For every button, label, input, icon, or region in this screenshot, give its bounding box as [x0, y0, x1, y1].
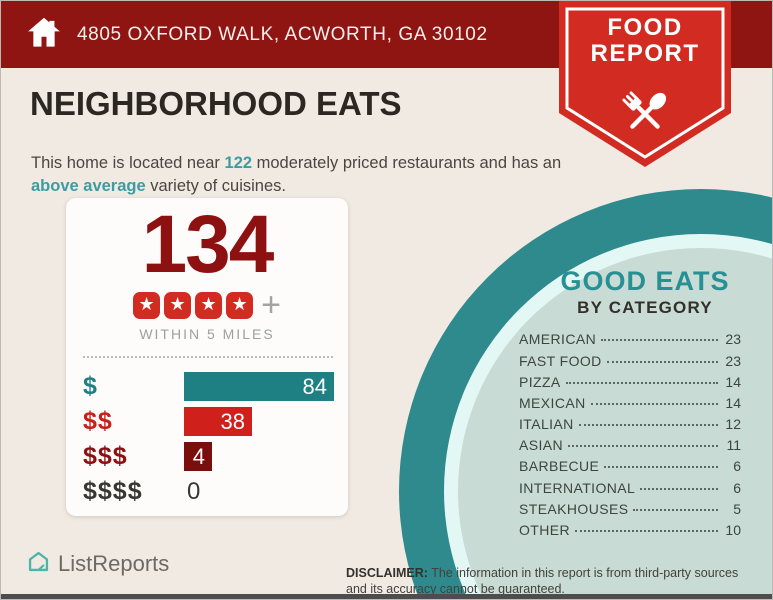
category-name: STEAKHOUSES — [519, 500, 629, 517]
category-count: 14 — [725, 373, 741, 390]
radius-caption: WITHIN 5 MILES — [139, 326, 275, 342]
category-count: 23 — [725, 331, 741, 348]
intro-text: This home is located near 122 moderately… — [31, 152, 579, 198]
price-bar-row: $84 — [66, 372, 348, 401]
category-count: 14 — [725, 394, 741, 411]
variety-highlight: above average — [31, 176, 146, 195]
category-name: FAST FOOD — [519, 352, 602, 369]
category-name: AMERICAN — [519, 331, 597, 348]
category-row: ASIAN 11 — [519, 437, 741, 458]
category-row: ITALIAN 12 — [519, 416, 741, 437]
star-icon: ★ — [195, 291, 223, 319]
listreports-house-icon — [27, 550, 50, 578]
disclaimer-body: The information in this report is from t… — [346, 565, 739, 596]
category-row: INTERNATIONAL 6 — [519, 480, 741, 501]
price-tier-label: $ — [83, 372, 98, 400]
food-report-badge: FOOD REPORT — [559, 1, 731, 167]
dotted-leader — [606, 360, 718, 363]
category-count: 11 — [726, 437, 741, 454]
category-row: OTHER 10 — [519, 522, 741, 543]
category-row: MEXICAN 14 — [519, 395, 741, 416]
dotted-leader — [575, 530, 718, 533]
star-rating: ★ ★ ★ ★ — [133, 291, 254, 319]
dotted-leader — [601, 339, 718, 342]
price-bar-value: 84 — [302, 373, 327, 399]
category-row: FAST FOOD 23 — [519, 353, 741, 374]
price-bar-row: $$$$ 0 — [66, 477, 348, 506]
total-restaurants: 134 — [141, 199, 275, 290]
category-name: ASIAN — [519, 437, 564, 454]
dotted-leader — [590, 402, 718, 405]
badge-line1: FOOD — [607, 14, 683, 41]
dotted-leader — [604, 466, 718, 469]
star-icon: ★ — [164, 291, 192, 319]
price-bar-chart: $84 $$ 38 $$$ 4 $$$$ 0 — [66, 372, 348, 506]
intro-part3: variety of cuisines. — [145, 176, 286, 195]
dotted-leader — [633, 508, 718, 511]
listreports-logo: ListReports — [27, 550, 169, 578]
good-eats-title: GOOD EATS — [560, 266, 730, 296]
price-bar: 38 — [184, 407, 252, 436]
category-name: OTHER — [519, 522, 570, 539]
category-row: BARBECUE 6 — [519, 458, 741, 479]
category-list: AMERICAN 23 FAST FOOD 23 PIZZA 14 MEXICAN 14 ITA… — [519, 331, 741, 543]
bottom-border — [1, 594, 772, 599]
good-eats-subtitle: BY CATEGORY — [577, 298, 713, 318]
price-bar-value: 38 — [220, 408, 245, 434]
dotted-leader — [578, 424, 718, 427]
restaurant-count-highlight: 122 — [224, 153, 253, 172]
plus-sign: + — [261, 286, 281, 324]
category-count: 10 — [725, 522, 741, 539]
category-row: STEAKHOUSES 5 — [519, 501, 741, 522]
price-bar-value: 0 — [187, 477, 201, 505]
disclaimer-text: DISCLAIMER: The information in this repo… — [346, 565, 761, 598]
category-name: PIZZA — [519, 373, 561, 390]
dotted-leader — [565, 381, 718, 384]
dotted-divider — [83, 356, 333, 358]
intro-part2: moderately priced restaurants and has an — [252, 153, 562, 172]
disclaimer-label: DISCLAIMER: — [346, 565, 428, 580]
brand-name: ListReports — [58, 551, 170, 576]
price-tier-label: $$ — [83, 407, 113, 435]
price-bar-row: $$$ 4 — [66, 442, 348, 471]
category-count: 6 — [733, 458, 741, 475]
dotted-leader — [640, 487, 718, 490]
category-name: BARBECUE — [519, 458, 600, 475]
ribbon-shape-icon — [559, 1, 731, 167]
property-address: 4805 OXFORD WALK, ACWORTH, GA 30102 — [77, 23, 488, 45]
badge-line2: REPORT — [590, 40, 700, 67]
restaurant-summary-card: 134 ★ ★ ★ ★ + WITHIN 5 MILES $84 $$ 38 $$$ 4 $$$… — [66, 198, 348, 516]
good-eats-panel: GOOD EATS BY CATEGORY AMERICAN 23 FAST FOO… — [519, 267, 741, 543]
category-name: MEXICAN — [519, 394, 586, 411]
category-count: 23 — [725, 352, 741, 369]
price-tier-label: $$$$ — [83, 477, 143, 505]
dotted-leader — [568, 445, 718, 448]
category-row: AMERICAN 23 — [519, 331, 741, 352]
intro-part1: This home is located near — [31, 153, 225, 172]
price-bar: 84 — [184, 372, 334, 401]
price-bar-value: 4 — [192, 443, 205, 469]
category-count: 12 — [725, 416, 741, 433]
page-title: NEIGHBORHOOD EATS — [30, 85, 402, 122]
category-row: PIZZA 14 — [519, 374, 741, 395]
price-bar: 4 — [184, 442, 212, 471]
price-bar-row: $$ 38 — [66, 407, 348, 436]
category-name: ITALIAN — [519, 416, 574, 433]
price-tier-label: $$$ — [83, 442, 128, 470]
category-count: 6 — [733, 479, 741, 496]
rating-row: ★ ★ ★ ★ + — [66, 286, 348, 324]
star-icon: ★ — [226, 291, 254, 319]
star-icon: ★ — [133, 291, 161, 319]
category-count: 5 — [733, 500, 741, 517]
home-icon — [27, 17, 61, 53]
category-name: INTERNATIONAL — [519, 479, 636, 496]
